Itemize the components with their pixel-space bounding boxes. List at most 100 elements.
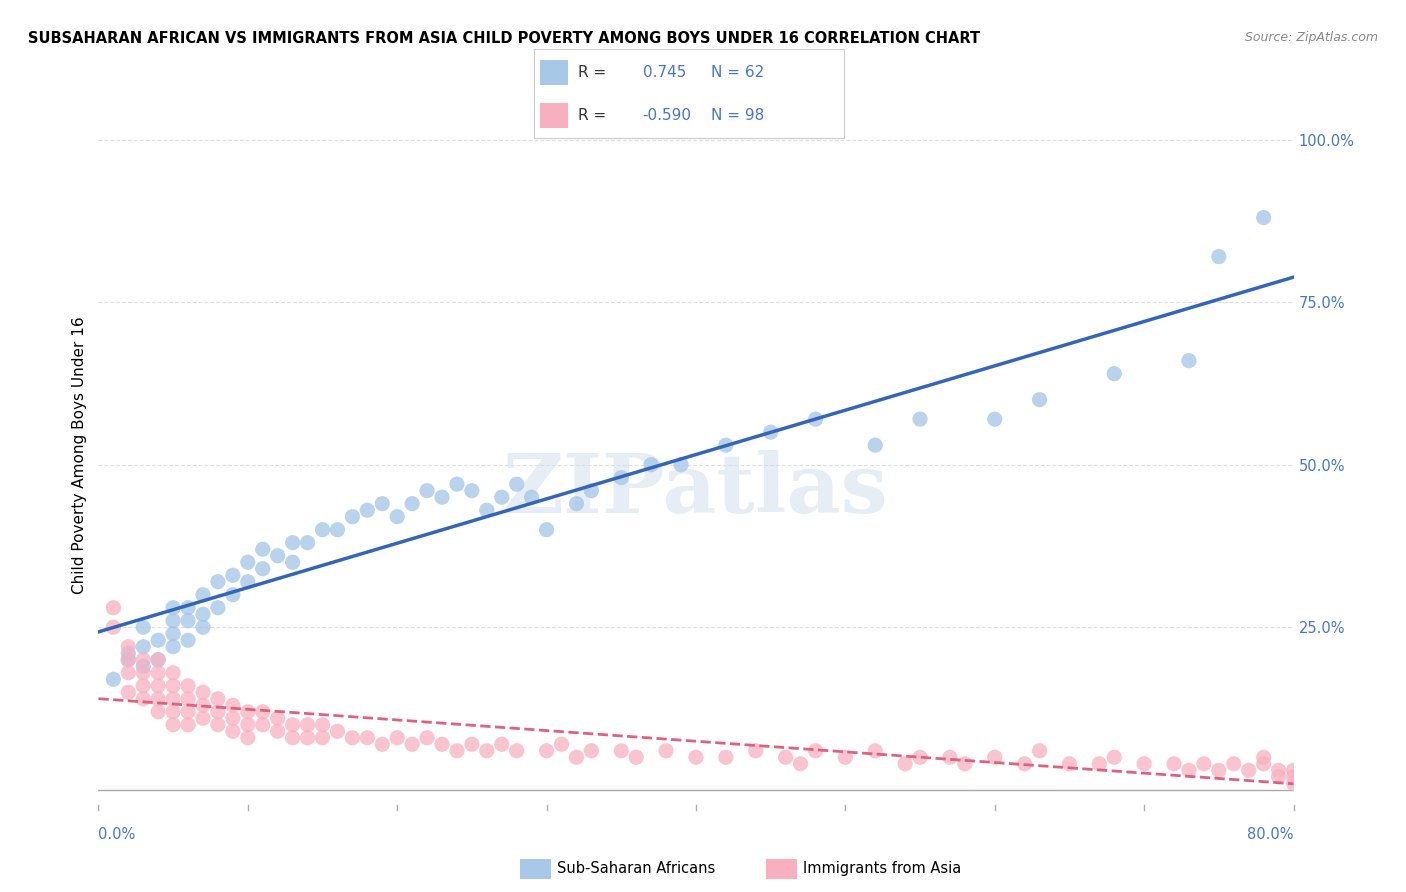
Point: [714, 438, 737, 452]
Point: [446, 744, 468, 758]
Point: [1178, 764, 1201, 778]
Point: [506, 477, 529, 491]
Point: [804, 744, 827, 758]
Point: [132, 659, 155, 673]
Point: [385, 731, 409, 745]
Point: [117, 640, 139, 654]
Text: R =: R =: [578, 108, 610, 122]
Point: [191, 698, 214, 713]
Point: [342, 731, 364, 745]
Point: [162, 614, 184, 628]
Point: [984, 412, 1007, 426]
Point: [132, 665, 155, 680]
Point: [162, 665, 184, 680]
Point: [581, 744, 603, 758]
Point: [1104, 750, 1126, 764]
Point: [177, 691, 200, 706]
Point: [162, 718, 184, 732]
Point: [669, 458, 692, 472]
Point: [148, 633, 170, 648]
Text: 0.745: 0.745: [643, 65, 686, 79]
Point: [536, 744, 558, 758]
Point: [416, 483, 439, 498]
Text: SUBSAHARAN AFRICAN VS IMMIGRANTS FROM ASIA CHILD POVERTY AMONG BOYS UNDER 16 COR: SUBSAHARAN AFRICAN VS IMMIGRANTS FROM AS…: [28, 31, 980, 46]
Point: [267, 724, 290, 739]
Point: [475, 744, 498, 758]
Point: [1282, 776, 1305, 790]
Point: [191, 588, 214, 602]
Point: [430, 737, 453, 751]
Point: [252, 718, 274, 732]
Point: [342, 509, 364, 524]
Point: [581, 483, 603, 498]
Point: [207, 600, 229, 615]
Point: [281, 718, 304, 732]
Point: [506, 744, 529, 758]
Text: -0.590: -0.590: [643, 108, 692, 122]
Point: [430, 490, 453, 504]
Point: [207, 718, 229, 732]
Point: [207, 574, 229, 589]
Point: [311, 718, 333, 732]
Point: [640, 458, 662, 472]
Point: [162, 600, 184, 615]
Text: Sub-Saharan Africans: Sub-Saharan Africans: [557, 862, 716, 876]
Point: [356, 503, 378, 517]
Point: [162, 705, 184, 719]
Point: [297, 535, 319, 549]
Point: [117, 653, 139, 667]
Point: [252, 542, 274, 557]
Point: [236, 574, 259, 589]
Point: [162, 679, 184, 693]
Point: [132, 679, 155, 693]
Point: [626, 750, 648, 764]
Text: ZIPatlas: ZIPatlas: [503, 450, 889, 530]
Point: [148, 691, 170, 706]
Point: [222, 588, 245, 602]
Point: [148, 679, 170, 693]
Point: [1028, 392, 1050, 407]
Point: [834, 750, 856, 764]
Bar: [540, 103, 568, 128]
Point: [103, 600, 125, 615]
Point: [207, 691, 229, 706]
Point: [984, 750, 1007, 764]
Point: [385, 509, 409, 524]
Point: [536, 523, 558, 537]
Text: N = 98: N = 98: [710, 108, 763, 122]
Point: [655, 744, 678, 758]
Point: [252, 562, 274, 576]
Point: [1163, 756, 1185, 771]
Point: [162, 691, 184, 706]
Point: [520, 490, 543, 504]
Point: [759, 425, 782, 439]
Point: [1192, 756, 1215, 771]
Point: [775, 750, 797, 764]
Text: 80.0%: 80.0%: [1247, 827, 1294, 841]
Point: [191, 620, 214, 634]
Point: [236, 718, 259, 732]
Text: Immigrants from Asia: Immigrants from Asia: [803, 862, 962, 876]
Point: [326, 523, 349, 537]
Point: [475, 503, 498, 517]
Text: R =: R =: [578, 65, 610, 79]
Point: [162, 640, 184, 654]
Point: [132, 620, 155, 634]
Point: [117, 653, 139, 667]
Point: [491, 490, 513, 504]
Point: [177, 614, 200, 628]
Point: [311, 523, 333, 537]
Point: [1208, 764, 1230, 778]
Point: [416, 731, 439, 745]
Point: [804, 412, 827, 426]
Point: [103, 620, 125, 634]
Point: [297, 718, 319, 732]
Point: [371, 497, 394, 511]
Point: [297, 731, 319, 745]
Point: [865, 744, 887, 758]
Point: [1223, 756, 1246, 771]
Point: [222, 724, 245, 739]
Point: [311, 731, 333, 745]
Point: [461, 483, 484, 498]
Point: [132, 691, 155, 706]
